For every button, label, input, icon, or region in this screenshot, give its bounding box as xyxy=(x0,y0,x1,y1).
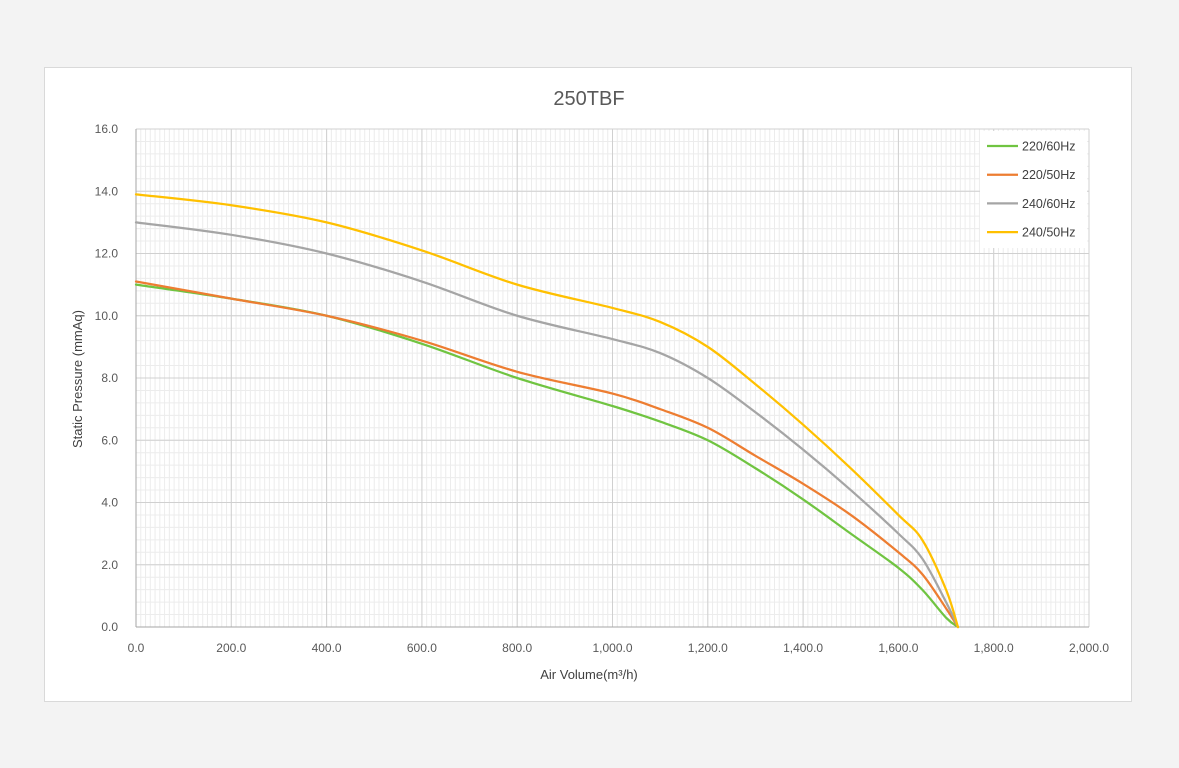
legend-box xyxy=(980,131,1087,248)
y-tick-label: 8.0 xyxy=(101,371,118,385)
y-tick-label: 16.0 xyxy=(95,122,119,136)
x-tick-label: 600.0 xyxy=(407,641,437,655)
chart-panel: 250TBF 0.0 200.0 400.0 600.0 800.0 1,000.0 1,2… xyxy=(44,67,1132,702)
legend: 220/60Hz 220/50Hz 240/60Hz 240/50Hz xyxy=(980,131,1087,248)
x-tick-label: 1,000.0 xyxy=(592,641,632,655)
x-axis-title: Air Volume(m³/h) xyxy=(540,667,638,682)
y-tick-label: 10.0 xyxy=(95,309,119,323)
legend-label: 240/50Hz xyxy=(1022,226,1076,240)
axes: 0.0 200.0 400.0 600.0 800.0 1,000.0 1,200.0 1,4… xyxy=(95,122,1110,655)
y-tick-label: 0.0 xyxy=(101,620,118,634)
series-line-220-50hz xyxy=(134,280,960,629)
series-line-240-50hz xyxy=(134,193,960,629)
x-tick-label: 1,800.0 xyxy=(974,641,1014,655)
chart-title: 250TBF xyxy=(553,88,624,110)
x-tick-label: 0.0 xyxy=(128,641,145,655)
x-tick-label: 1,600.0 xyxy=(878,641,918,655)
y-tick-label: 14.0 xyxy=(95,184,119,198)
x-tick-label: 400.0 xyxy=(312,641,342,655)
x-tick-label: 200.0 xyxy=(216,641,246,655)
y-tick-label: 4.0 xyxy=(101,496,118,510)
x-tick-label: 800.0 xyxy=(502,641,532,655)
y-tick-label: 12.0 xyxy=(95,247,119,261)
series-line-220-60hz xyxy=(134,283,960,629)
x-tick-label: 1,200.0 xyxy=(688,641,728,655)
grid xyxy=(135,128,1090,628)
x-tick-label: 2,000.0 xyxy=(1069,641,1109,655)
legend-label: 220/50Hz xyxy=(1022,168,1076,182)
legend-label: 240/60Hz xyxy=(1022,197,1076,211)
y-tick-label: 2.0 xyxy=(101,558,118,572)
series-line-240-60hz xyxy=(134,221,960,629)
series-layer xyxy=(134,193,960,629)
y-tick-label: 6.0 xyxy=(101,433,118,447)
y-axis-title: Static Pressure (mmAq) xyxy=(70,310,85,448)
line-chart: 250TBF 0.0 200.0 400.0 600.0 800.0 1,000.0 1,2… xyxy=(70,88,1110,682)
legend-label: 220/60Hz xyxy=(1022,140,1076,154)
x-tick-label: 1,400.0 xyxy=(783,641,823,655)
